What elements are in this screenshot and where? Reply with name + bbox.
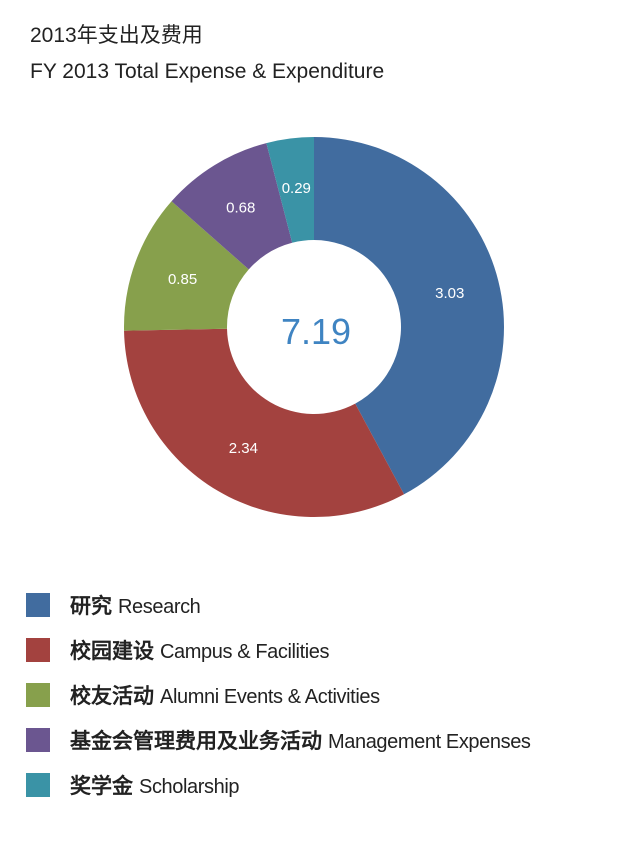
donut-chart: 3.03 2.34 0.85 0.68 0.29 7.19 — [124, 137, 505, 517]
legend-swatch-2 — [26, 682, 50, 707]
legend-swatch-1 — [26, 637, 50, 662]
legend-label-2: 校友活动 Alumni Events & Activities — [70, 680, 380, 710]
slice-value-label-4: 0.29 — [282, 180, 311, 197]
legend-swatch-4 — [26, 772, 50, 797]
chart-legend: 研究 Research 校园建设 Campus & Facilities 校友活动 Alu… — [26, 582, 531, 807]
chart-title: 2013年支出及费用 — [30, 24, 203, 47]
legend-label-zh-0: 研究 — [70, 594, 112, 618]
legend-label-zh-1: 校园建设 — [70, 639, 154, 663]
legend-label-en-3: Management Expenses — [328, 730, 531, 753]
donut-slice-3 — [171, 143, 293, 270]
donut-slices — [124, 137, 505, 517]
donut-slice-4 — [266, 137, 314, 243]
legend-item-0: 研究 Research — [26, 582, 531, 627]
slice-value-label-1: 2.34 — [229, 440, 258, 457]
legend-label-4: 奖学金 Scholarship — [70, 770, 240, 800]
legend-item-1: 校园建设 Campus & Facilities — [26, 627, 531, 672]
legend-label-0: 研究 Research — [70, 590, 201, 620]
legend-label-en-0: Research — [118, 595, 201, 618]
legend-label-1: 校园建设 Campus & Facilities — [70, 635, 330, 665]
legend-label-zh-4: 奖学金 — [70, 774, 133, 798]
legend-item-3: 基金会管理费用及业务活动 Management Expenses — [26, 717, 531, 762]
donut-slice-0 — [314, 137, 505, 495]
legend-swatch-3 — [26, 727, 50, 752]
legend-label-en-4: Scholarship — [139, 775, 240, 798]
slice-value-labels: 3.03 2.34 0.85 0.68 0.29 — [168, 180, 464, 457]
donut-slice-2 — [124, 201, 249, 331]
slice-value-label-2: 0.85 — [168, 271, 197, 288]
legend-item-4: 奖学金 Scholarship — [26, 762, 531, 807]
donut-slice-1 — [124, 328, 405, 517]
legend-swatch-0 — [26, 592, 50, 617]
legend-label-en-1: Campus & Facilities — [160, 640, 330, 663]
chart-header: 2013年支出及费用 FY 2013 Total Expense & Expen… — [30, 22, 384, 86]
legend-label-zh-3: 基金会管理费用及业务活动 — [70, 729, 322, 753]
legend-label-3: 基金会管理费用及业务活动 Management Expenses — [70, 725, 531, 755]
legend-label-zh-2: 校友活动 — [70, 684, 154, 708]
slice-value-label-3: 0.68 — [226, 200, 255, 217]
slice-value-label-0: 3.03 — [435, 285, 464, 302]
chart-subtitle: FY 2013 Total Expense & Expenditure — [30, 60, 385, 83]
legend-item-2: 校友活动 Alumni Events & Activities — [26, 672, 531, 717]
legend-label-en-2: Alumni Events & Activities — [160, 685, 380, 708]
center-total-label: 7.19 — [281, 311, 351, 352]
